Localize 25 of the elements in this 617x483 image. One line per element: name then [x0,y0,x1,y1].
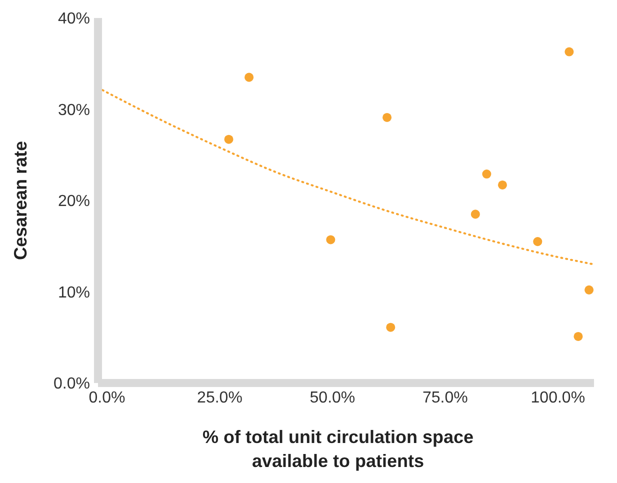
y-tick-label: 0.0% [54,376,90,393]
x-tick-label: 100.0% [530,389,586,406]
y-axis-title: Cesarean rate [10,140,30,260]
y-tick-label: 30% [58,102,90,119]
x-axis-title: % of total unit circulation space available to patients [201,426,475,473]
x-tick-label: 75.0% [422,389,468,406]
y-tick-label: 20% [58,193,90,210]
point [564,47,574,56]
y-tick-label: 10% [58,284,90,302]
point [244,72,254,82]
point [224,134,234,144]
point [482,170,492,179]
point [382,112,392,122]
x-tick-label: 50.0% [310,389,356,406]
point [470,210,480,219]
point [326,235,336,244]
line-series [102,89,594,266]
x-tick-label: 0.0% [88,389,126,406]
point [574,332,583,341]
point [584,285,594,294]
x-tick-label: 25.0% [197,389,242,406]
point [386,322,396,332]
y-tick-label: 40% [58,10,90,28]
point [498,180,507,190]
point [533,237,542,246]
